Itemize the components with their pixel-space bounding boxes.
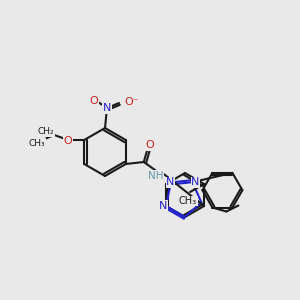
Text: N: N <box>159 201 167 211</box>
Text: CH₂: CH₂ <box>38 128 55 136</box>
Text: O⁻: O⁻ <box>124 97 139 107</box>
Text: CH₃: CH₃ <box>29 139 46 148</box>
Text: O: O <box>90 96 98 106</box>
Text: O: O <box>64 136 73 146</box>
Text: N: N <box>191 177 200 187</box>
Text: N: N <box>166 178 175 188</box>
Text: O: O <box>146 140 154 150</box>
Text: N: N <box>103 103 111 113</box>
Text: CH₃: CH₃ <box>179 196 197 206</box>
Text: NH: NH <box>148 171 164 181</box>
